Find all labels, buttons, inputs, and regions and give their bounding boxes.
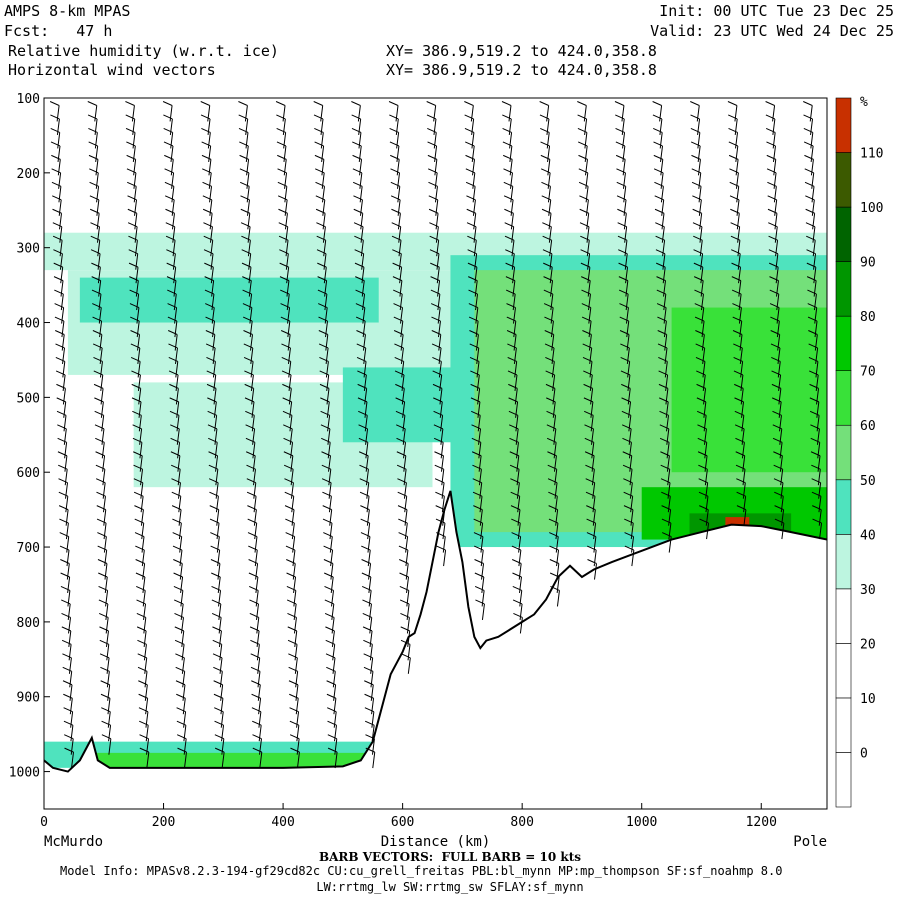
wind-barb-column-12: [501, 101, 523, 634]
barb-note: BARB VECTORS: FULL BARB = 10 kts: [318, 850, 582, 864]
colorbar-label-90: 90: [860, 256, 876, 271]
wind-barb-column-4: [200, 101, 225, 769]
y-tick-label-700: 700: [17, 541, 40, 556]
wind-barb-column-18: [727, 101, 747, 526]
y-tick-label-1000: 1000: [9, 766, 40, 781]
wind-barb-column-11: [464, 101, 485, 620]
x-tick-label-200: 200: [152, 815, 175, 830]
plot-frame: [43, 97, 828, 810]
colorbar-swatch-10: [835, 206, 852, 262]
model-title: AMPS 8-km MPAS: [4, 2, 131, 20]
model-info: Model Info: MPASv8.2.3-194-gf29cd82c CU:…: [60, 864, 783, 878]
y-tick-label-200: 200: [17, 167, 40, 182]
x-tick-label-600: 600: [391, 815, 414, 830]
x-end-label-start: McMurdo: [44, 834, 103, 850]
colorbar-label-40: 40: [860, 528, 876, 543]
y-tick-label-800: 800: [17, 616, 40, 631]
colorbar-swatch-4: [835, 534, 852, 590]
wind-barb-column-0: [49, 101, 75, 769]
colorbar-label-60: 60: [860, 419, 876, 434]
wind-barb-column-1: [87, 101, 112, 755]
forecast-hour: Fcst: 47 h: [4, 22, 113, 40]
x-tick-label-1200: 1200: [746, 815, 777, 830]
colorbar-label-80: 80: [860, 310, 876, 325]
x-tick-label-0: 0: [40, 815, 48, 830]
wind-barbs: [49, 101, 823, 769]
wind-barb-column-5: [238, 101, 263, 769]
colorbar-swatch-5: [835, 479, 852, 535]
colorbar-swatch-9: [835, 261, 852, 317]
wind-barb-column-2: [125, 101, 150, 769]
wind-barb-column-7: [313, 101, 338, 769]
colorbar-label-30: 30: [860, 583, 876, 598]
model-info-physics: LW:rrtmg_lw SW:rrtmg_sw SFLAY:sf_mynn: [316, 880, 584, 894]
colorbar-swatch-11: [835, 152, 852, 208]
colorbar-label-110: 110: [860, 147, 883, 162]
terrain-outline: [44, 490, 827, 773]
wind-barb-column-13: [539, 101, 560, 607]
rh-region-2: [79, 277, 379, 323]
y-tick-label-900: 900: [17, 691, 40, 706]
y-tick-label-500: 500: [17, 391, 40, 406]
cross-section-xy-2: XY= 386.9,519.2 to 424.0,358.8: [386, 61, 657, 79]
y-tick-label-300: 300: [17, 242, 40, 257]
y-tick-label-600: 600: [17, 466, 40, 481]
x-tick-label-1000: 1000: [626, 815, 657, 830]
x-end-label-end: Pole: [793, 834, 827, 850]
colorbar-swatch-3: [835, 588, 852, 644]
x-axis-label: Distance (km): [381, 834, 491, 850]
wind-barb-column-14: [577, 101, 597, 580]
terrain-mask: [44, 490, 827, 809]
x-tick-label-400: 400: [271, 815, 294, 830]
wind-barb-column-20: [803, 101, 823, 540]
colorbar-label-20: 20: [860, 637, 876, 652]
colorbar-label-50: 50: [860, 474, 876, 489]
field-title-rh: Relative humidity (w.r.t. ice): [8, 42, 279, 60]
wind-barb-column-16: [652, 101, 672, 553]
wind-barb-column-19: [765, 101, 785, 540]
cross-section-xy-1: XY= 386.9,519.2 to 424.0,358.8: [386, 42, 657, 60]
colorbar-label-0: 0: [860, 746, 868, 761]
wind-barb-column-8: [351, 101, 376, 769]
colorbar-swatch-7: [835, 370, 852, 426]
wind-barb-column-10: [426, 101, 447, 567]
colorbar-swatch-8: [835, 315, 852, 371]
wind-barb-column-17: [690, 101, 710, 540]
field-title-wind: Horizontal wind vectors: [8, 61, 216, 79]
valid-time: Valid: 23 UTC Wed 24 Dec 25: [650, 22, 894, 40]
colorbar-label-10: 10: [860, 692, 876, 707]
wind-barb-column-9: [388, 101, 411, 674]
init-time: Init: 00 UTC Tue 23 Dec 25: [659, 2, 894, 20]
rh-region-10: [91, 752, 367, 768]
x-tick-label-800: 800: [510, 815, 533, 830]
y-tick-label-100: 100: [17, 92, 40, 107]
wind-barb-column-15: [614, 101, 635, 567]
colorbar-swatch-0: [835, 752, 852, 808]
colorbar-label-70: 70: [860, 365, 876, 380]
plot-area: [44, 101, 827, 809]
colorbar-swatch-12: [835, 97, 852, 153]
colorbar-swatch-6: [835, 424, 852, 481]
wind-barb-column-3: [162, 101, 187, 769]
colorbar-swatch-1: [835, 697, 852, 753]
wind-barb-column-6: [275, 101, 300, 769]
colorbar-swatch-2: [835, 643, 852, 699]
colorbar-label-100: 100: [860, 201, 883, 216]
rh-region-7: [671, 307, 827, 473]
y-tick-label-400: 400: [17, 317, 40, 332]
colorbar-unit: %: [860, 95, 868, 110]
